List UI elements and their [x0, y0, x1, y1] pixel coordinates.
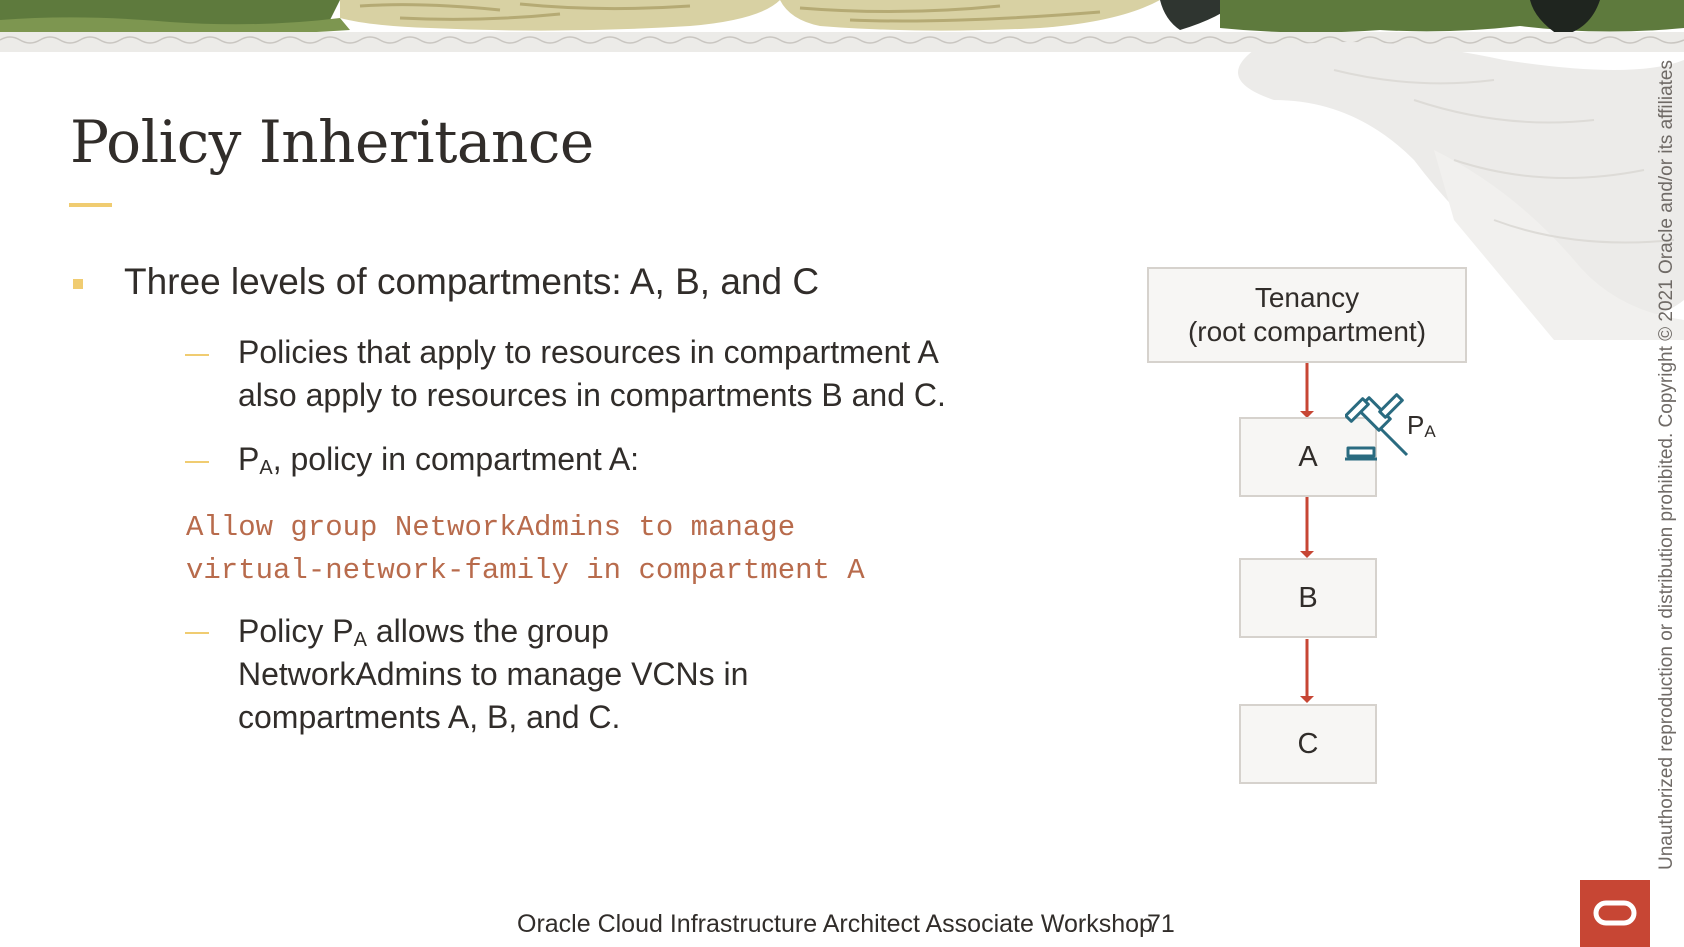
policy-letter: P — [1407, 410, 1425, 440]
sub-bullet-3-line-3: compartments A, B, and C. — [238, 699, 621, 735]
sub-bullet-3-line-2: NetworkAdmins to manage VCNs in — [238, 656, 749, 692]
arrow-head-c — [1300, 696, 1314, 703]
dash-bullet-icon — [185, 632, 209, 634]
policy-pa-label: PA — [1407, 410, 1436, 441]
oracle-logo-icon — [1580, 880, 1650, 947]
compartment-b-box: B — [1239, 558, 1377, 638]
footer-title: Oracle Cloud Infrastructure Architect As… — [517, 910, 1153, 938]
bullet-main: Three levels of compartments: A, B, and … — [124, 261, 820, 302]
arrow-head-a — [1300, 411, 1314, 418]
sub-bullet-2: PA, policy in compartment A: — [238, 438, 639, 486]
sub-bullet-1-line-1: Policies that apply to resources in comp… — [238, 334, 939, 370]
sub-bullet-1-line-2: also apply to resources in compartments … — [238, 377, 946, 413]
policy-letter: P — [238, 441, 260, 477]
title-underline — [69, 203, 112, 207]
tenancy-label: Tenancy — [1254, 282, 1360, 313]
policy-statement-code: Allow group NetworkAdmins to manage virtu… — [186, 506, 865, 592]
arrow-head-b — [1300, 551, 1314, 558]
gavel-icon — [1345, 393, 1409, 461]
dash-bullet-icon — [185, 461, 209, 463]
background-texture — [1238, 42, 1684, 340]
sub-bullet-2-text: , policy in compartment A: — [272, 441, 640, 477]
policy-subscript: A — [259, 457, 273, 479]
copyright-notice: Unauthorized reproduction or distributio… — [1656, 60, 1677, 870]
code-line-2: virtual-network-family in compartment A — [186, 554, 865, 587]
code-line-1: Allow group NetworkAdmins to manage — [186, 511, 796, 544]
tenancy-box: Tenancy (root compartment) — [1147, 267, 1467, 363]
policy-subscript: A — [1424, 422, 1436, 441]
compartment-c-box: C — [1239, 704, 1377, 784]
sub-bullet-3-prefix: Policy P — [238, 613, 354, 649]
policy-subscript: A — [353, 629, 367, 651]
sub-bullet-3-text: allows the group — [366, 613, 609, 649]
slide-title: Policy Inheritance — [70, 108, 594, 176]
dash-bullet-icon — [185, 354, 209, 356]
root-compartment-label: (root compartment) — [1187, 316, 1427, 347]
sub-bullet-3-line-1: Policy PA allows the group — [238, 610, 609, 658]
inheritance-arrows — [1300, 363, 1314, 703]
page-number: 71 — [1147, 910, 1175, 938]
bullet-square-icon — [73, 279, 83, 289]
decorative-banner — [0, 0, 1684, 54]
